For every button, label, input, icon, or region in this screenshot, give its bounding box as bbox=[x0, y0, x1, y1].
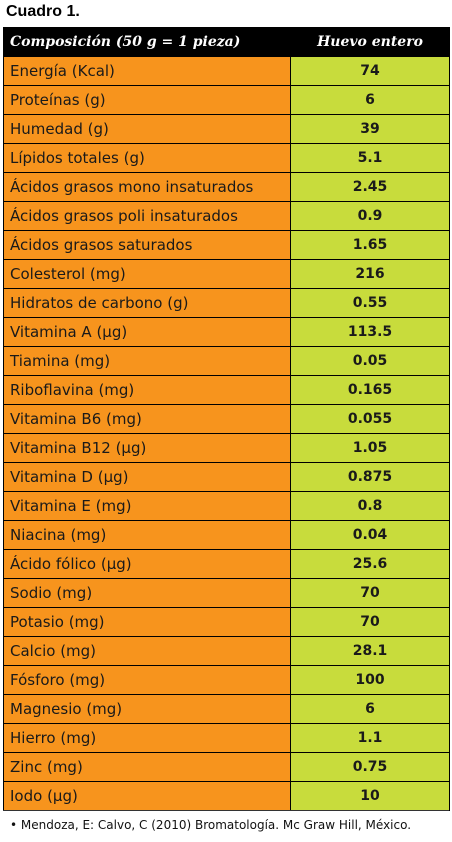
header-composition: Composición (50 g = 1 pieza) bbox=[3, 27, 291, 57]
nutrient-value: 100 bbox=[290, 665, 450, 695]
nutrient-value: 28.1 bbox=[290, 636, 450, 666]
nutrient-name: Ácidos grasos saturados bbox=[3, 230, 291, 260]
table-row: Vitamina E (mg) 0.8 bbox=[3, 491, 450, 521]
table-row: Humedad (g) 39 bbox=[3, 114, 450, 144]
nutrient-value: 70 bbox=[290, 578, 450, 608]
nutrient-value: 74 bbox=[290, 56, 450, 86]
table-row: Ácidos grasos saturados 1.65 bbox=[3, 230, 450, 260]
nutrient-value: 1.05 bbox=[290, 433, 450, 463]
table-header-row: Composición (50 g = 1 pieza) Huevo enter… bbox=[3, 27, 450, 57]
nutrient-name: Ácidos grasos poli insaturados bbox=[3, 201, 291, 231]
table-row: Zinc (mg) 0.75 bbox=[3, 752, 450, 782]
nutrient-value: 0.8 bbox=[290, 491, 450, 521]
nutrient-value: 5.1 bbox=[290, 143, 450, 173]
table-row: Energía (Kcal) 74 bbox=[3, 56, 450, 86]
nutrient-value: 113.5 bbox=[290, 317, 450, 347]
footnote-divider bbox=[3, 810, 449, 811]
nutrient-value: 25.6 bbox=[290, 549, 450, 579]
nutrient-value: 10 bbox=[290, 781, 450, 811]
nutrient-name: Colesterol (mg) bbox=[3, 259, 291, 289]
table-row: Vitamina D (µg) 0.875 bbox=[3, 462, 450, 492]
table-row: Tiamina (mg) 0.05 bbox=[3, 346, 450, 376]
nutrient-value: 6 bbox=[290, 85, 450, 115]
table-row: Ácidos grasos poli insaturados 0.9 bbox=[3, 201, 450, 231]
nutrient-name: Sodio (mg) bbox=[3, 578, 291, 608]
nutrient-name: Zinc (mg) bbox=[3, 752, 291, 782]
nutrient-name: Potasio (mg) bbox=[3, 607, 291, 637]
nutrient-value: 0.875 bbox=[290, 462, 450, 492]
nutrient-name: Riboflavina (mg) bbox=[3, 375, 291, 405]
table-caption: Cuadro 1. bbox=[6, 3, 80, 20]
table-row: Niacina (mg) 0.04 bbox=[3, 520, 450, 550]
table-row: Colesterol (mg) 216 bbox=[3, 259, 450, 289]
table-row: Hidratos de carbono (g) 0.55 bbox=[3, 288, 450, 318]
header-whole-egg: Huevo entero bbox=[290, 27, 450, 57]
table-row: Hierro (mg) 1.1 bbox=[3, 723, 450, 753]
table-row: Calcio (mg) 28.1 bbox=[3, 636, 450, 666]
nutrient-name: Vitamina B12 (µg) bbox=[3, 433, 291, 463]
table-row: Vitamina B12 (µg) 1.05 bbox=[3, 433, 450, 463]
nutrient-value: 0.055 bbox=[290, 404, 450, 434]
nutrient-name: Magnesio (mg) bbox=[3, 694, 291, 724]
table-row: Riboflavina (mg) 0.165 bbox=[3, 375, 450, 405]
nutrient-name: Ácidos grasos mono insaturados bbox=[3, 172, 291, 202]
table-row: Magnesio (mg) 6 bbox=[3, 694, 450, 724]
nutrient-value: 1.1 bbox=[290, 723, 450, 753]
nutrient-name: Tiamina (mg) bbox=[3, 346, 291, 376]
nutrient-name: Energía (Kcal) bbox=[3, 56, 291, 86]
nutrient-name: Humedad (g) bbox=[3, 114, 291, 144]
table-row: Ácidos grasos mono insaturados 2.45 bbox=[3, 172, 450, 202]
nutrient-name: Vitamina A (µg) bbox=[3, 317, 291, 347]
table-row: Vitamina B6 (mg) 0.055 bbox=[3, 404, 450, 434]
nutrient-name: Niacina (mg) bbox=[3, 520, 291, 550]
nutrient-name: Ácido fólico (µg) bbox=[3, 549, 291, 579]
nutrient-value: 0.9 bbox=[290, 201, 450, 231]
table-row: Iodo (µg) 10 bbox=[3, 781, 450, 811]
nutrient-name: Vitamina B6 (mg) bbox=[3, 404, 291, 434]
nutrient-value: 0.55 bbox=[290, 288, 450, 318]
nutrient-value: 70 bbox=[290, 607, 450, 637]
nutrient-name: Iodo (µg) bbox=[3, 781, 291, 811]
nutrient-name: Calcio (mg) bbox=[3, 636, 291, 666]
nutrition-table: Composición (50 g = 1 pieza) Huevo enter… bbox=[3, 27, 450, 811]
table-row: Fósforo (mg) 100 bbox=[3, 665, 450, 695]
nutrient-value: 0.165 bbox=[290, 375, 450, 405]
nutrient-name: Vitamina D (µg) bbox=[3, 462, 291, 492]
nutrient-value: 0.04 bbox=[290, 520, 450, 550]
nutrient-name: Hierro (mg) bbox=[3, 723, 291, 753]
nutrient-name: Hidratos de carbono (g) bbox=[3, 288, 291, 318]
nutrient-value: 2.45 bbox=[290, 172, 450, 202]
table-row: Vitamina A (µg) 113.5 bbox=[3, 317, 450, 347]
source-footnote: • Mendoza, E: Calvo, C (2010) Bromatolog… bbox=[10, 818, 412, 832]
nutrient-value: 216 bbox=[290, 259, 450, 289]
nutrient-value: 6 bbox=[290, 694, 450, 724]
nutrient-value: 39 bbox=[290, 114, 450, 144]
table-row: Ácido fólico (µg) 25.6 bbox=[3, 549, 450, 579]
table-row: Lípidos totales (g) 5.1 bbox=[3, 143, 450, 173]
table-row: Potasio (mg) 70 bbox=[3, 607, 450, 637]
nutrient-value: 0.75 bbox=[290, 752, 450, 782]
table-row: Sodio (mg) 70 bbox=[3, 578, 450, 608]
nutrient-name: Vitamina E (mg) bbox=[3, 491, 291, 521]
table-row: Proteínas (g) 6 bbox=[3, 85, 450, 115]
nutrient-value: 1.65 bbox=[290, 230, 450, 260]
nutrient-value: 0.05 bbox=[290, 346, 450, 376]
nutrient-name: Proteínas (g) bbox=[3, 85, 291, 115]
nutrient-name: Lípidos totales (g) bbox=[3, 143, 291, 173]
nutrient-name: Fósforo (mg) bbox=[3, 665, 291, 695]
